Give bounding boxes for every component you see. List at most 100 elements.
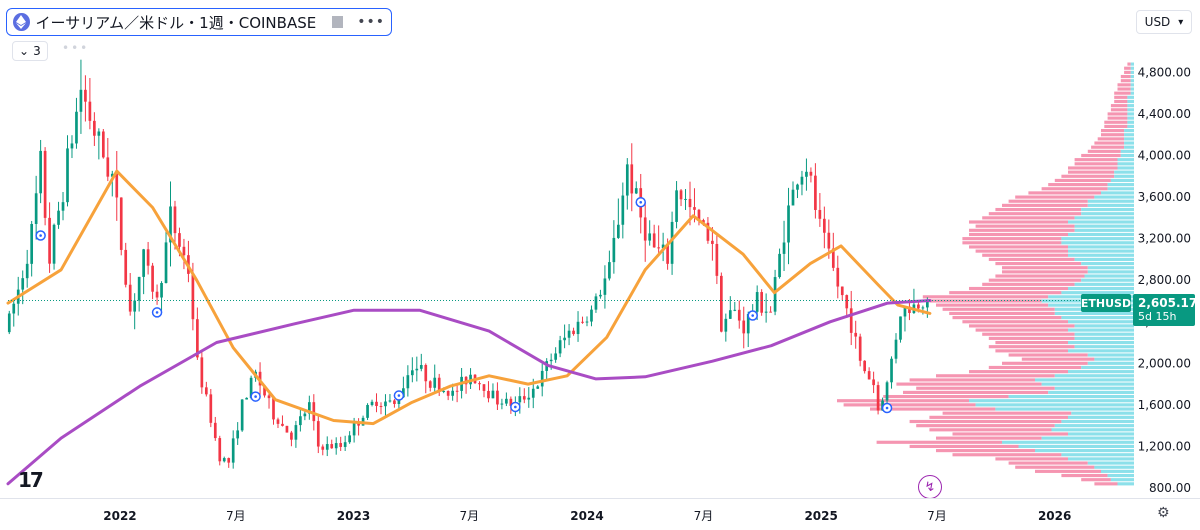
volume-profile-bar-up (1074, 324, 1134, 328)
volume-profile-bar-up (1094, 195, 1134, 199)
volume-profile-bar-down (1041, 187, 1108, 191)
candle-body (191, 273, 195, 320)
candle-body (688, 198, 692, 208)
volume-profile-bar-up (1124, 137, 1134, 141)
volume-profile-bar-down (1120, 74, 1131, 79)
more-options-icon[interactable]: ••• (357, 14, 385, 30)
volume-profile-bar-up (1081, 365, 1134, 370)
volume-profile-bar-down (975, 249, 1068, 253)
volume-profile-bar-down (1087, 149, 1121, 153)
volume-profile-bar-up (1074, 228, 1134, 232)
candle-body (693, 207, 696, 210)
y-tick-label: 4,000.00 (1138, 149, 1191, 163)
indicator-dots-icon[interactable]: ••• (62, 41, 90, 55)
volume-profile-bar-down (962, 320, 1068, 324)
volume-profile-bar-up (1041, 382, 1134, 386)
symbol-selector[interactable]: イーサリアム／米ドル・1週・COINBASE ••• (6, 8, 392, 36)
volume-profile-bar-down (1054, 178, 1111, 183)
candle-body (227, 458, 231, 463)
indicators-toggle-button[interactable]: ⌄ 3 (12, 41, 48, 61)
candle-body (299, 416, 302, 426)
volume-profile-bar-up (1130, 70, 1134, 74)
volume-profile-bar-up (1114, 170, 1134, 174)
candle-body (872, 379, 875, 386)
volume-profile-bar-up (1094, 357, 1134, 361)
candle-body (196, 319, 199, 358)
volume-profile-bar-up (1074, 224, 1134, 228)
volume-profile-bar-down (969, 286, 1068, 291)
volume-profile-bar-up (1114, 174, 1134, 178)
candle-body (410, 370, 414, 376)
candle-body (661, 244, 665, 249)
candle-body (742, 320, 746, 334)
candle-body (433, 377, 437, 388)
candle-body (339, 443, 343, 447)
volume-profile-bar-up (1101, 469, 1134, 473)
volume-profile-bar-up (1087, 361, 1134, 365)
candle-body (182, 246, 186, 256)
x-tick-label: 2025 (804, 509, 837, 523)
candle-body (352, 421, 356, 436)
volume-profile-bar-up (1074, 282, 1134, 286)
candle-body (536, 386, 540, 389)
candle-body (684, 198, 687, 200)
volume-profile-bar-up (1054, 424, 1134, 428)
candle-body (522, 396, 526, 400)
event-marker-dot (39, 234, 42, 237)
volume-profile-bar-up (1061, 291, 1134, 295)
candle-body (778, 253, 781, 278)
candle-body (478, 383, 481, 385)
settings-icon[interactable]: ⚙ (1157, 505, 1170, 521)
volume-profile-bar-up (1110, 178, 1134, 183)
volume-profile-bar-up (1068, 457, 1134, 461)
volume-profile-bar-down (896, 382, 1042, 386)
candle-body (876, 385, 880, 411)
volume-profile-bar-up (1124, 133, 1134, 137)
candle-body (482, 384, 486, 391)
volume-profile-bar-down (837, 399, 969, 403)
candle-body (845, 295, 849, 309)
candle-body (572, 330, 575, 335)
volume-profile-bar-down (962, 241, 1062, 245)
y-tick-label: 2,800.00 (1138, 273, 1191, 287)
event-marker-dot (514, 405, 517, 409)
ethereum-icon (13, 13, 30, 31)
volume-profile-bar-up (1054, 311, 1134, 316)
volume-profile-bar-down (982, 216, 1075, 220)
volume-profile-bar-down (1120, 79, 1131, 83)
volume-profile-bar-down (1094, 141, 1125, 145)
volume-profile-bar-up (1071, 411, 1134, 415)
candle-body (84, 89, 87, 102)
candle-body (764, 311, 768, 313)
volume-profile-bar-up (1087, 461, 1134, 465)
currency-selector[interactable]: USD ▾ (1136, 10, 1192, 34)
volume-profile-bar-up (1002, 440, 1134, 444)
volume-profile-bar-down (1110, 104, 1128, 108)
candle-body (106, 157, 110, 177)
x-tick-label: 7月 (927, 509, 947, 523)
candle-body (240, 399, 244, 431)
candle-body (612, 237, 616, 263)
volume-profile-bar-down (922, 295, 1049, 299)
volume-profile-bar-down (1061, 473, 1108, 478)
volume-profile-bar-up (1035, 378, 1134, 382)
currency-label: USD (1144, 15, 1171, 29)
flag-icon[interactable] (332, 16, 344, 28)
candle-body (567, 330, 571, 338)
candle-body (487, 390, 490, 399)
candle-body (594, 296, 598, 310)
candle-body (178, 233, 181, 247)
x-tick-label: 2026 (1038, 509, 1071, 523)
volume-profile-bar-down (936, 374, 1055, 378)
tradingview-logo-icon[interactable]: 17 (18, 468, 44, 492)
candle-body (800, 176, 804, 185)
lightning-icon[interactable]: ↯ (918, 475, 942, 499)
volume-profile-bar-down (1048, 183, 1108, 187)
candle-body (576, 321, 580, 335)
candle-body (133, 300, 137, 312)
volume-profile-bar-down (988, 336, 1075, 340)
volume-profile-bar-down (929, 299, 1042, 303)
candle-body (509, 398, 513, 406)
